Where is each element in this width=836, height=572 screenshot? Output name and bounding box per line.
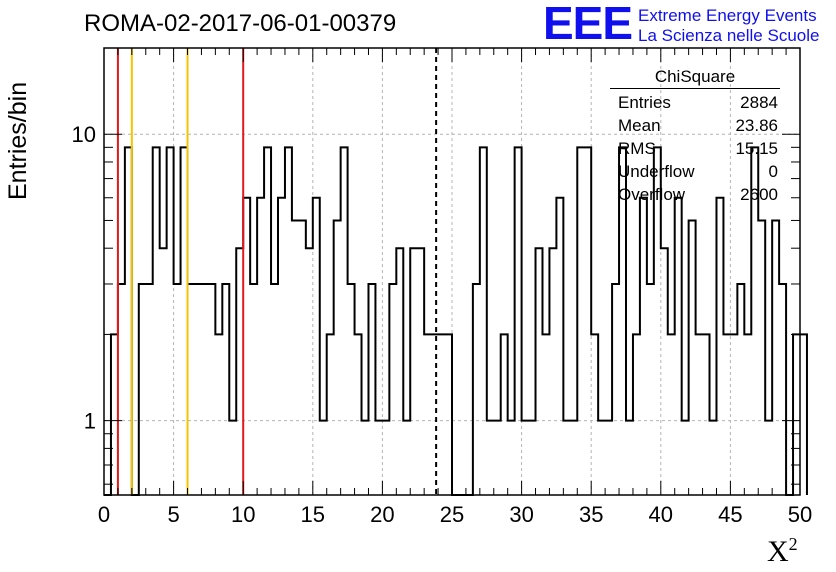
stats-key: RMS — [618, 139, 656, 158]
stats-value: 0 — [768, 162, 778, 181]
stats-row-overflow: Overflow 2600 — [610, 183, 780, 206]
x-tick-label: 40 — [649, 502, 673, 527]
x-axis-label-superscript: 2 — [788, 534, 798, 554]
stats-value: 15.15 — [735, 139, 778, 158]
stats-key: Underflow — [618, 162, 695, 181]
stats-key: Overflow — [618, 185, 686, 204]
logo-mark: EEE — [543, 0, 633, 49]
x-tick-label: 25 — [440, 502, 464, 527]
x-axis-label: X2 — [767, 534, 798, 569]
stats-title: ChiSquare — [610, 66, 780, 89]
stats-key: Entries — [618, 93, 671, 112]
stats-value: 2600 — [740, 185, 778, 204]
x-tick-label: 10 — [231, 502, 255, 527]
stats-value: 23.86 — [735, 116, 778, 135]
eee-logo: EEE Extreme Energy Events La Scienza nel… — [543, 0, 833, 49]
x-tick-label: 5 — [167, 502, 179, 527]
x-tick-label: 30 — [509, 502, 533, 527]
stats-row-underflow: Underflow 0 — [610, 160, 780, 183]
logo-line-2: La Scienza nelle Scuole — [638, 26, 820, 45]
y-axis-label: Entries/bin — [4, 81, 32, 200]
stats-value: 2884 — [740, 93, 778, 112]
x-tick-label: 0 — [98, 502, 110, 527]
run-title: ROMA-02-2017-06-01-00379 — [84, 10, 397, 37]
logo-line-1: Extreme Energy Events — [638, 6, 817, 25]
x-tick-label: 35 — [579, 502, 603, 527]
y-tick-label: 1 — [84, 409, 96, 434]
x-tick-label: 20 — [370, 502, 394, 527]
stats-row-rms: RMS 15.15 — [610, 137, 780, 160]
x-axis-label-base: X — [767, 535, 789, 568]
stats-key: Mean — [618, 116, 661, 135]
x-tick-label: 45 — [718, 502, 742, 527]
y-tick-label: 10 — [72, 122, 96, 147]
x-tick-label: 50 — [788, 502, 812, 527]
stats-box: ChiSquare Entries 2884 Mean 23.86 RMS 15… — [610, 66, 780, 206]
stats-row-entries: Entries 2884 — [610, 91, 780, 114]
x-tick-label: 15 — [301, 502, 325, 527]
stats-row-mean: Mean 23.86 — [610, 114, 780, 137]
